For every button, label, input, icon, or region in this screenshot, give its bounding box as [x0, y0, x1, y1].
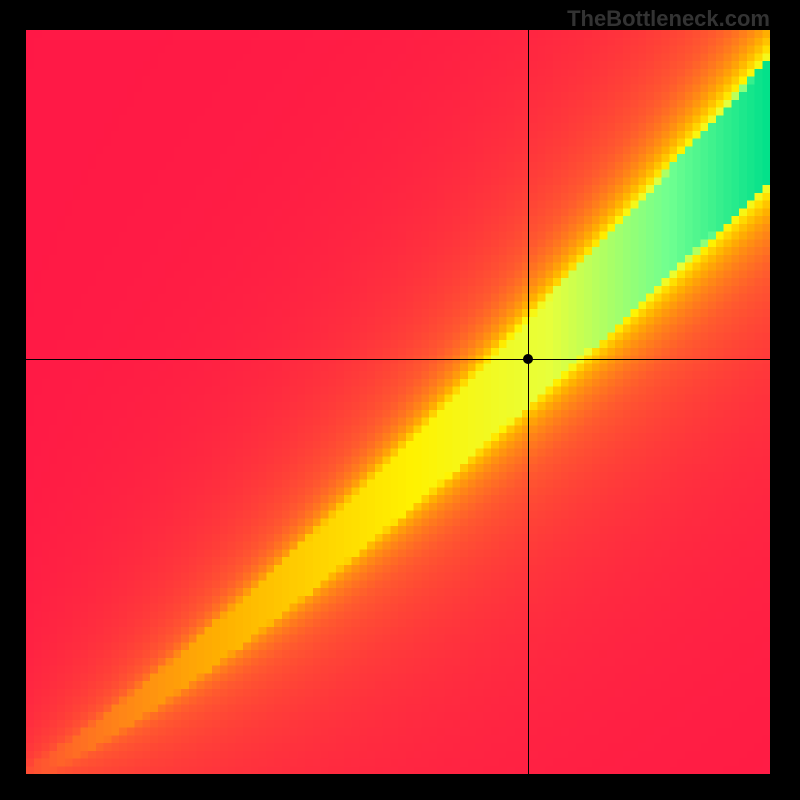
heatmap-canvas [26, 30, 770, 774]
bottleneck-heatmap [26, 30, 770, 774]
watermark-text: TheBottleneck.com [567, 6, 770, 32]
